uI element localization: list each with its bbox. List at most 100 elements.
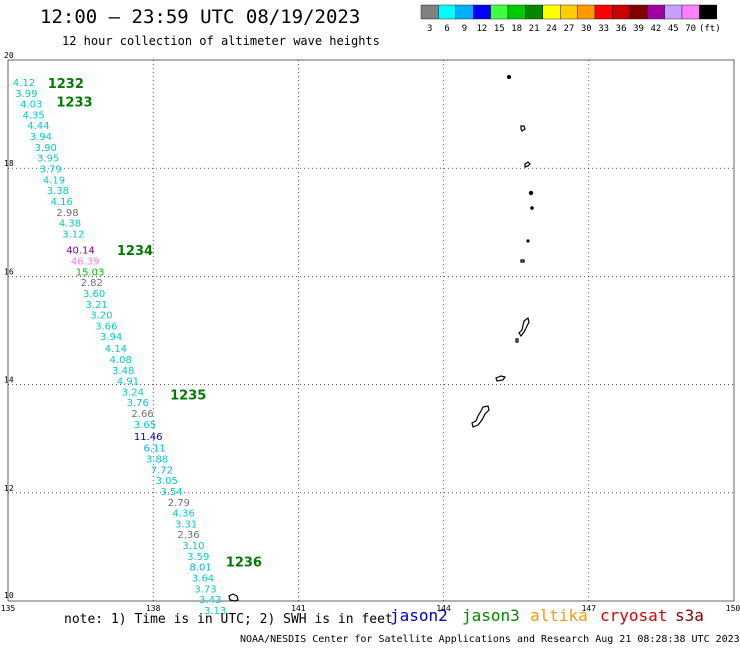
wave-height-value: 3.79 xyxy=(39,165,61,176)
color-scale-swatch xyxy=(699,4,717,20)
island-outline xyxy=(528,190,534,196)
wave-height-value: 3.76 xyxy=(127,398,149,409)
wave-height-value: 4.35 xyxy=(23,110,45,121)
wave-height-value: 4.36 xyxy=(173,509,195,520)
wave-height-value: 2.66 xyxy=(131,409,153,420)
pass-number-label: 1236 xyxy=(226,555,262,570)
island-outline xyxy=(518,316,530,338)
wave-height-value: 3.94 xyxy=(100,332,122,343)
satellite-legend-jason2: jason2 xyxy=(390,606,448,625)
color-scale-label: 33 xyxy=(598,24,609,34)
color-scale-label: 24 xyxy=(546,24,557,34)
latitude-tick-label: 20 xyxy=(4,51,14,60)
color-scale-label: 21 xyxy=(529,24,540,34)
wave-height-value: 4.38 xyxy=(59,219,81,230)
wave-height-value: 4.16 xyxy=(51,197,73,208)
wave-height-value: 2.79 xyxy=(168,498,190,509)
wave-height-value: 6.11 xyxy=(144,444,166,455)
wave-height-value: 3.38 xyxy=(47,186,69,197)
wave-height-value: 3.24 xyxy=(122,387,144,398)
wave-height-value: 4.14 xyxy=(105,344,127,355)
wave-height-value: 3.88 xyxy=(146,455,168,466)
satellite-legend-s3a: s3a xyxy=(675,606,704,625)
island-outline xyxy=(228,593,239,602)
wave-height-value: 3.64 xyxy=(192,574,214,585)
wave-height-value: 7.72 xyxy=(151,465,173,476)
page-subtitle: 12 hour collection of altimeter wave hei… xyxy=(62,34,380,48)
wave-height-observations: 4.123.994.034.354.443.943.903.953.794.19… xyxy=(13,78,226,617)
pass-number-label: 1235 xyxy=(170,389,206,404)
wave-height-value: 3.66 xyxy=(95,321,117,332)
wave-height-value: 2.98 xyxy=(56,208,78,219)
latitude-tick-label: 12 xyxy=(4,484,14,493)
longitude-tick-label: 144 xyxy=(436,604,451,613)
satellite-legend-jason3: jason3 xyxy=(462,606,520,625)
color-scale-label: 30 xyxy=(581,24,592,34)
wave-height-value: 3.59 xyxy=(187,552,209,563)
map-grid xyxy=(8,60,734,601)
island-outlines xyxy=(228,74,534,602)
color-scale-legend: 3 6 9 12 15 18 21 24 27 30 33 36 39 42 45 70 (ft) xyxy=(420,4,721,34)
color-scale-label: 45 xyxy=(668,24,679,34)
color-scale-label: 70 xyxy=(685,24,696,34)
pass-number-label: 1233 xyxy=(56,96,92,111)
color-scale-unit: (ft) xyxy=(699,24,721,34)
wave-height-value: 4.91 xyxy=(117,377,139,388)
color-scale-label: 18 xyxy=(511,24,522,34)
footer-note: note: 1) Time is in UTC; 2) SWH is in fe… xyxy=(64,612,393,627)
wave-height-value: 3.13 xyxy=(204,606,226,617)
longitude-tick-label: 147 xyxy=(582,604,597,613)
longitude-tick-label: 138 xyxy=(146,604,161,613)
page-title: 12:00 – 23:59 UTC 08/19/2023 xyxy=(40,6,361,28)
latitude-tick-label: 18 xyxy=(4,159,14,168)
wave-height-value: 3.95 xyxy=(37,154,59,165)
color-scale-label: 9 xyxy=(462,24,467,34)
pass-number-label: 1232 xyxy=(48,77,84,92)
wave-height-value: 11.46 xyxy=(134,432,163,443)
latitude-tick-label: 16 xyxy=(4,267,14,276)
wave-height-value: 3.05 xyxy=(156,476,178,487)
pass-number-labels: 1232 1233 1234 1235 1236 xyxy=(48,77,262,570)
island-outline xyxy=(520,259,525,263)
axis-labels: 135 138 141 144 147 150 20 18 16 14 12 10 xyxy=(1,51,740,613)
island-outline xyxy=(507,74,512,79)
wave-height-value: 3.90 xyxy=(35,143,57,154)
wave-height-value: 3.21 xyxy=(85,300,107,311)
wave-height-value: 3.54 xyxy=(160,487,182,498)
wave-height-value: 8.01 xyxy=(190,563,212,574)
color-scale-label: 12 xyxy=(476,24,487,34)
longitude-tick-label: 150 xyxy=(726,604,740,613)
wave-height-value: 46.39 xyxy=(71,256,100,267)
wave-height-value: 3.12 xyxy=(62,229,84,240)
color-scale-label: 15 xyxy=(494,24,505,34)
wave-height-value: 3.73 xyxy=(194,584,216,595)
wave-height-value: 4.12 xyxy=(13,78,35,89)
wave-height-value: 4.44 xyxy=(27,121,49,132)
longitude-tick-label: 135 xyxy=(1,604,16,613)
island-outline xyxy=(495,375,506,382)
wave-height-value: 4.08 xyxy=(110,355,132,366)
color-scale-label: 42 xyxy=(650,24,661,34)
footer-credit: NOAA/NESDIS Center for Satellite Applica… xyxy=(240,634,740,645)
color-scale-label: 39 xyxy=(633,24,644,34)
wave-height-value: 4.03 xyxy=(20,100,42,111)
latitude-tick-label: 14 xyxy=(4,376,14,385)
wave-height-value: 15.03 xyxy=(76,267,105,278)
island-outline xyxy=(524,161,531,168)
island-outline xyxy=(471,405,490,428)
wave-height-value: 3.10 xyxy=(182,541,204,552)
longitude-tick-label: 141 xyxy=(291,604,306,613)
wave-height-value: 3.43 xyxy=(199,595,221,606)
color-scale-label: 3 xyxy=(427,24,432,34)
color-scale-label: 36 xyxy=(616,24,627,34)
wave-height-value: 3.65 xyxy=(134,420,156,431)
wave-height-value: 3.31 xyxy=(175,519,197,530)
wave-height-value: 3.94 xyxy=(30,132,52,143)
latitude-tick-label: 10 xyxy=(4,591,14,600)
satellite-legend-altika: altika xyxy=(530,606,588,625)
color-scale-label: 27 xyxy=(563,24,574,34)
map-frame xyxy=(7,59,735,602)
wave-height-value: 4.19 xyxy=(43,175,65,186)
